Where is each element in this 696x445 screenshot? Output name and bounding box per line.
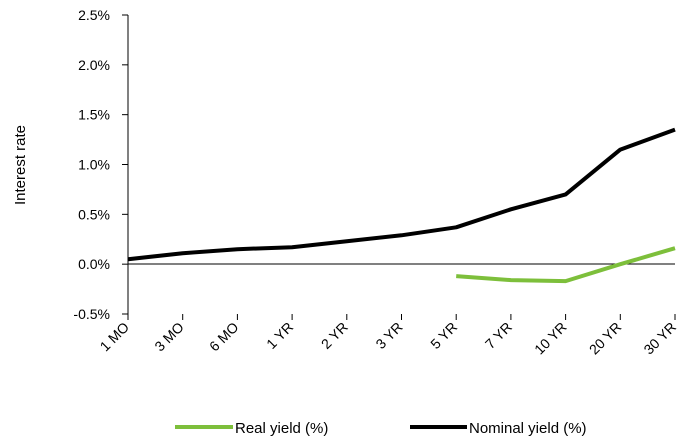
x-tick-label: 3 YR <box>372 319 405 352</box>
x-tick-label: 10 YR <box>531 319 570 358</box>
x-tick-label: 30 YR <box>640 319 679 358</box>
x-axis-ticks: 1 MO 3 MO 6 MO 1 YR 2 YR 3 YR 5 YR 7 YR 10 YR 20 … <box>97 314 679 358</box>
x-tick-label: 20 YR <box>586 319 625 358</box>
y-tick-label: 1.0% <box>78 157 110 173</box>
x-tick-label: 7 YR <box>482 319 515 352</box>
y-tick-label: 2.0% <box>78 57 110 73</box>
series-line-real-yield <box>456 246 676 284</box>
y-axis-ticks: -0.5% 0.0% 0.5% 1.0% 1.5% 2.0% 2.5% <box>73 7 128 322</box>
y-tick-label: 2.5% <box>78 7 110 23</box>
y-tick-label: 0.5% <box>78 206 110 222</box>
x-tick-label: 1 MO <box>97 319 133 355</box>
x-tick-label: 5 YR <box>427 319 460 352</box>
x-tick-label: 3 MO <box>151 319 187 355</box>
x-tick-label: 1 YR <box>263 319 296 352</box>
axes <box>127 15 675 314</box>
y-tick-label: 0.0% <box>78 256 110 272</box>
legend-label: Nominal yield (%) <box>469 420 587 437</box>
legend-label: Real yield (%) <box>235 420 328 437</box>
legend: Real yield (%) Nominal yield (%) <box>175 420 587 437</box>
series-line-nominal-yield <box>127 127 676 262</box>
y-tick-label: -0.5% <box>73 306 110 322</box>
y-axis-title: Interest rate <box>12 125 29 205</box>
y-tick-label: 1.5% <box>78 107 110 123</box>
x-tick-label: 6 MO <box>206 319 242 355</box>
series-lines <box>127 127 676 284</box>
x-tick-label: 2 YR <box>318 319 351 352</box>
